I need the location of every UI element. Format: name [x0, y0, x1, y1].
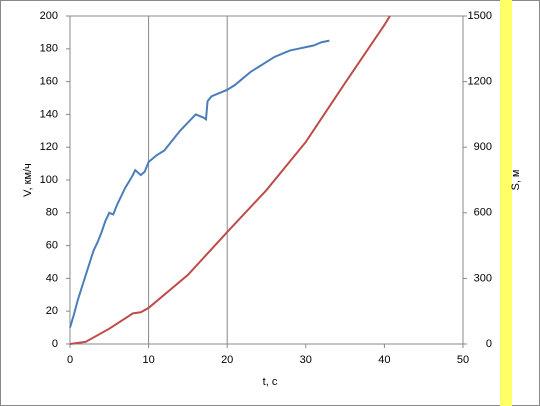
x-tick-label: 40 [378, 354, 390, 366]
y-tick-label: 160 [40, 76, 58, 88]
y2-tick-label: 900 [474, 141, 492, 153]
y2-tick-label: 600 [474, 207, 492, 219]
y2-tick-label: 1200 [468, 76, 492, 88]
y-tick-label: 180 [40, 43, 58, 55]
highlight-strip [500, 0, 512, 406]
y-tick-label: 80 [46, 207, 58, 219]
y-tick-label: 120 [40, 141, 58, 153]
x-axis-label: t, c [263, 376, 278, 388]
x-tick-label: 50 [457, 354, 469, 366]
x-tick-label: 0 [67, 354, 73, 366]
line-series [69, 39, 330, 328]
x-tick-label: 20 [221, 354, 233, 366]
x-tick-label: 10 [142, 354, 154, 366]
y-tick-label: 40 [46, 272, 58, 284]
y-tick-label: 60 [46, 240, 58, 252]
y-tick-label: 200 [40, 10, 58, 22]
y-axis-label: V, км/ч [22, 163, 34, 197]
y-tick-label: 140 [40, 108, 58, 120]
y2-tick-label: 300 [474, 272, 492, 284]
y-tick-label: 20 [46, 305, 58, 317]
y-tick-label: 100 [40, 174, 58, 186]
y2-tick-label: 1500 [468, 10, 492, 22]
y-tick-label: 0 [52, 338, 58, 350]
y2-tick-label: 0 [486, 338, 492, 350]
line-series [69, 15, 391, 345]
y2-axis-label: S, м [510, 169, 522, 190]
x-tick-label: 30 [300, 354, 312, 366]
